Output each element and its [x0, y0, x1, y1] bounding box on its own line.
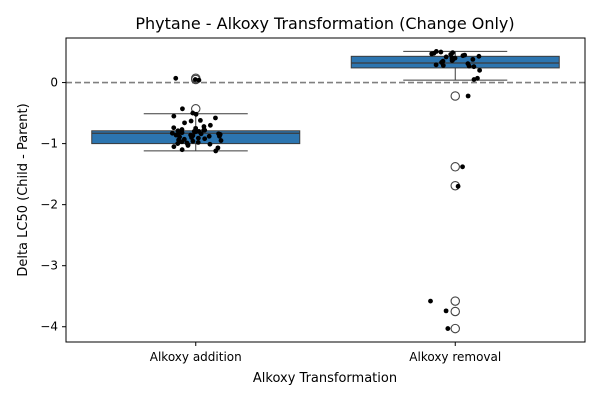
y-tick-label: 0 [50, 76, 58, 90]
data-point [173, 75, 179, 81]
data-point [445, 326, 451, 331]
data-point [188, 118, 194, 124]
data-point [185, 143, 191, 148]
data-point [193, 111, 199, 117]
data-point [201, 124, 207, 129]
data-point [443, 54, 449, 60]
data-point [191, 128, 197, 134]
data-point [433, 62, 439, 68]
data-point [201, 127, 207, 133]
data-point [179, 147, 185, 153]
data-point [173, 132, 179, 138]
y-axis-label: Delta LC50 (Child - Parent) [16, 103, 31, 276]
data-point [195, 135, 201, 141]
x-axis-label: Alkoxy Transformation [253, 371, 397, 386]
data-point [465, 93, 471, 99]
outlier-marker [450, 162, 460, 172]
plot-area: 0 −1 −2 −3 −4 Alkoxy addition Alkoxy removal [40, 37, 586, 364]
data-point [175, 141, 181, 147]
data-point [190, 138, 196, 144]
chart-title: Phytane - Alkoxy Transformation (Change … [135, 14, 514, 33]
data-point [179, 130, 185, 136]
outlier-marker [450, 306, 460, 317]
data-point [171, 113, 177, 119]
data-point [180, 106, 185, 112]
x-tick-label: Alkoxy removal [409, 350, 501, 364]
plot-frame [65, 37, 586, 343]
data-point [471, 64, 477, 70]
data-point [182, 120, 187, 126]
data-point [202, 136, 208, 142]
data-point [207, 141, 213, 147]
y-tick-label: −3 [40, 259, 58, 273]
data-point [195, 139, 201, 145]
data-point [217, 133, 222, 139]
y-tick-label: −4 [40, 320, 58, 334]
data-point [428, 298, 433, 304]
data-point [179, 139, 185, 145]
data-point [443, 308, 449, 314]
data-point [471, 77, 477, 82]
data-point [218, 138, 224, 143]
data-point [460, 53, 466, 59]
data-point [466, 63, 472, 69]
data-point [213, 148, 219, 154]
data-point [198, 131, 204, 137]
data-point [213, 115, 218, 121]
data-point [470, 56, 476, 62]
data-point [192, 77, 198, 82]
y-tick-label: −1 [40, 137, 58, 151]
outlier-marker [450, 296, 460, 306]
data-point [196, 77, 202, 83]
data-point [171, 125, 177, 131]
data-point [440, 63, 446, 68]
data-point [169, 130, 175, 136]
outlier-marker [450, 91, 460, 101]
data-point [438, 49, 444, 55]
data-point [460, 164, 465, 170]
data-point [476, 53, 482, 59]
data-point [455, 183, 461, 189]
outlier-marker [450, 323, 460, 334]
data-point [188, 132, 194, 138]
data-point [197, 118, 203, 123]
data-point [207, 122, 213, 128]
x-tick-label: Alkoxy addition [150, 350, 242, 364]
data-point [477, 67, 483, 73]
data-point [449, 58, 455, 63]
y-tick-label: −2 [40, 198, 58, 212]
data-point [206, 133, 212, 139]
data-point [429, 51, 435, 57]
data-point [171, 144, 177, 150]
